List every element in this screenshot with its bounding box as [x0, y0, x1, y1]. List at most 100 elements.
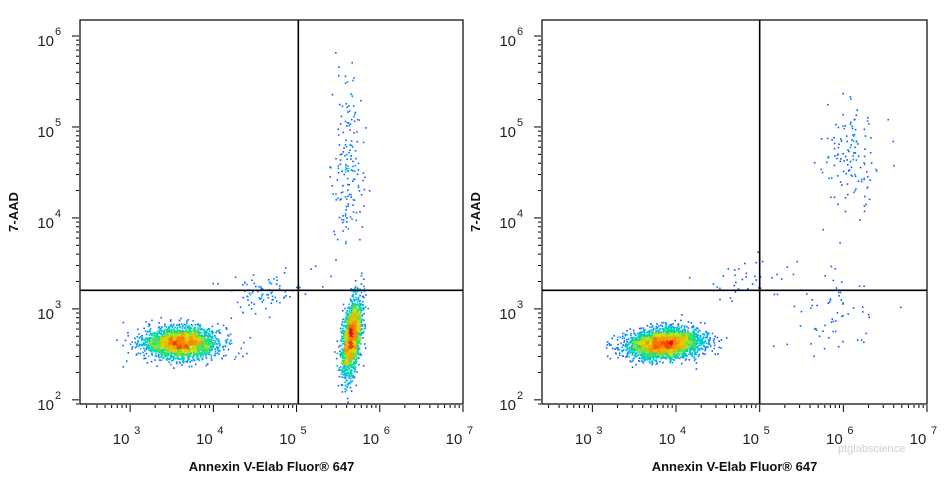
event-point: [244, 281, 246, 283]
event-point: [353, 361, 355, 364]
event-point: [350, 361, 352, 363]
event-point: [355, 298, 358, 301]
event-point: [344, 330, 347, 332]
event-point: [197, 348, 200, 350]
event-point: [155, 355, 158, 357]
event-point: [349, 149, 351, 151]
event-point: [148, 323, 151, 326]
event-point: [181, 349, 183, 351]
event-point: [145, 352, 148, 355]
event-point: [352, 165, 354, 168]
event-point: [168, 329, 170, 331]
event-point: [210, 347, 212, 350]
event-point: [352, 307, 355, 310]
event-point: [217, 323, 219, 325]
event-point: [164, 323, 166, 326]
event-point: [174, 341, 177, 344]
event-point: [361, 319, 364, 321]
event-point: [344, 360, 346, 363]
event-point: [352, 309, 354, 312]
event-point: [193, 335, 196, 337]
event-point: [347, 183, 349, 186]
y-tick-exponent: 4: [55, 208, 61, 220]
event-point: [344, 242, 347, 245]
event-point: [201, 344, 204, 346]
event-point: [347, 189, 349, 192]
event-point: [178, 341, 181, 344]
event-point: [348, 360, 350, 362]
event-point: [171, 349, 173, 352]
event-point: [354, 367, 357, 369]
event-point: [346, 81, 349, 83]
event-point: [265, 307, 267, 310]
event-point: [360, 283, 363, 285]
event-point: [345, 346, 348, 349]
event-point: [347, 313, 349, 315]
event-point: [200, 355, 202, 358]
event-point: [159, 340, 161, 342]
event-point: [357, 184, 360, 187]
event-point: [160, 331, 163, 334]
event-point: [127, 335, 129, 337]
event-point: [227, 334, 229, 337]
event-point: [187, 352, 190, 355]
event-point: [352, 294, 354, 296]
event-point: [178, 334, 180, 336]
event-point: [160, 327, 162, 330]
event-point: [147, 338, 150, 340]
event-point: [214, 343, 216, 345]
event-point: [204, 335, 206, 337]
event-point: [357, 312, 359, 314]
event-point: [160, 329, 162, 332]
event-point: [198, 335, 201, 337]
event-point: [201, 328, 203, 331]
event-point: [338, 346, 340, 348]
event-point: [186, 341, 188, 343]
event-point: [349, 332, 352, 334]
event-point: [359, 315, 362, 318]
event-point: [191, 342, 193, 345]
event-point: [344, 319, 347, 322]
event-point: [363, 290, 366, 293]
event-point: [350, 370, 353, 373]
event-point: [205, 346, 208, 348]
event-point: [354, 332, 357, 335]
event-point: [349, 363, 352, 366]
event-point: [276, 279, 278, 282]
event-point: [191, 355, 194, 358]
event-point: [354, 287, 357, 289]
event-point: [189, 342, 192, 345]
event-point: [210, 338, 213, 341]
event-point: [228, 341, 231, 344]
event-point: [359, 352, 361, 355]
event-point: [352, 363, 354, 366]
event-point: [164, 335, 166, 338]
event-point: [152, 350, 155, 353]
event-point: [157, 349, 159, 352]
event-point: [160, 347, 162, 349]
event-point: [164, 325, 166, 327]
event-point: [353, 329, 356, 331]
event-point: [229, 333, 232, 336]
event-point: [345, 312, 347, 314]
event-point: [697, 355, 700, 358]
event-point: [164, 345, 167, 347]
event-point: [346, 369, 349, 371]
event-point: [350, 169, 353, 171]
event-point: [210, 355, 213, 358]
event-point: [177, 338, 179, 341]
event-point: [218, 349, 221, 352]
event-point: [344, 307, 346, 310]
event-point: [135, 343, 138, 345]
event-point: [160, 359, 163, 362]
event-point: [179, 336, 181, 339]
event-point: [165, 330, 168, 332]
event-point: [162, 337, 164, 339]
event-point: [194, 345, 197, 348]
event-point: [341, 362, 344, 364]
event-point: [260, 287, 263, 290]
event-point: [147, 330, 150, 333]
event-point: [350, 360, 353, 362]
event-point: [348, 193, 351, 196]
